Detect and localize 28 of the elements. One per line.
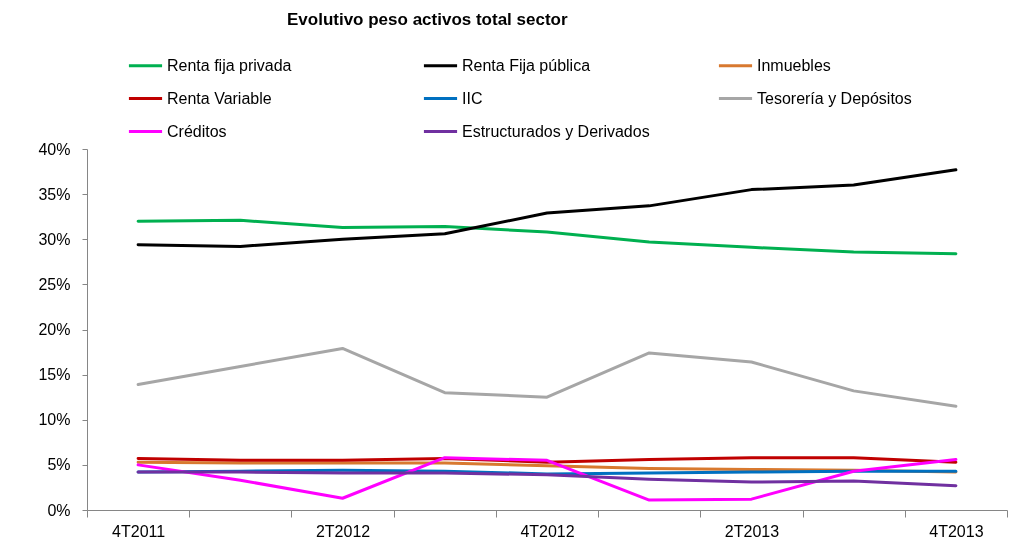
y-tick-label: 20% — [38, 321, 71, 338]
x-tick-label: 4T2013 — [929, 522, 984, 540]
legend-label: IIC — [462, 89, 483, 107]
legend-label: Estructurados y Derivados — [462, 122, 650, 140]
x-tick-label: 2T2012 — [315, 522, 371, 540]
legend-label: Créditos — [167, 122, 227, 140]
y-tick-label: 30% — [38, 230, 71, 248]
y-tick-label: 40% — [38, 140, 71, 158]
y-tick-label: 10% — [38, 411, 71, 429]
x-tick-label: 4T2012 — [520, 522, 575, 540]
x-tick-label: 4T2011 — [112, 522, 166, 540]
y-tick-label: 15% — [38, 366, 71, 384]
line-series — [136, 470, 958, 488]
y-tick-label: 35% — [38, 185, 71, 203]
line-series — [136, 168, 958, 248]
line-series — [136, 456, 958, 502]
line-series — [136, 346, 958, 408]
legend-label: Renta Variable — [167, 89, 272, 107]
y-tick-label: 25% — [38, 275, 71, 293]
chart-title: Evolutivo peso activos total sector — [287, 10, 568, 29]
y-tick-label: 0% — [47, 501, 71, 519]
legend-label: Tesorería y Depósitos — [757, 89, 912, 107]
line-series — [136, 218, 958, 256]
x-tick-label: 2T2013 — [724, 522, 780, 540]
y-tick-label: 5% — [47, 456, 71, 474]
legend-label: Inmuebles — [757, 56, 831, 74]
legend-label: Renta fija privada — [167, 56, 292, 74]
legend-label: Renta Fija pública — [462, 56, 591, 74]
